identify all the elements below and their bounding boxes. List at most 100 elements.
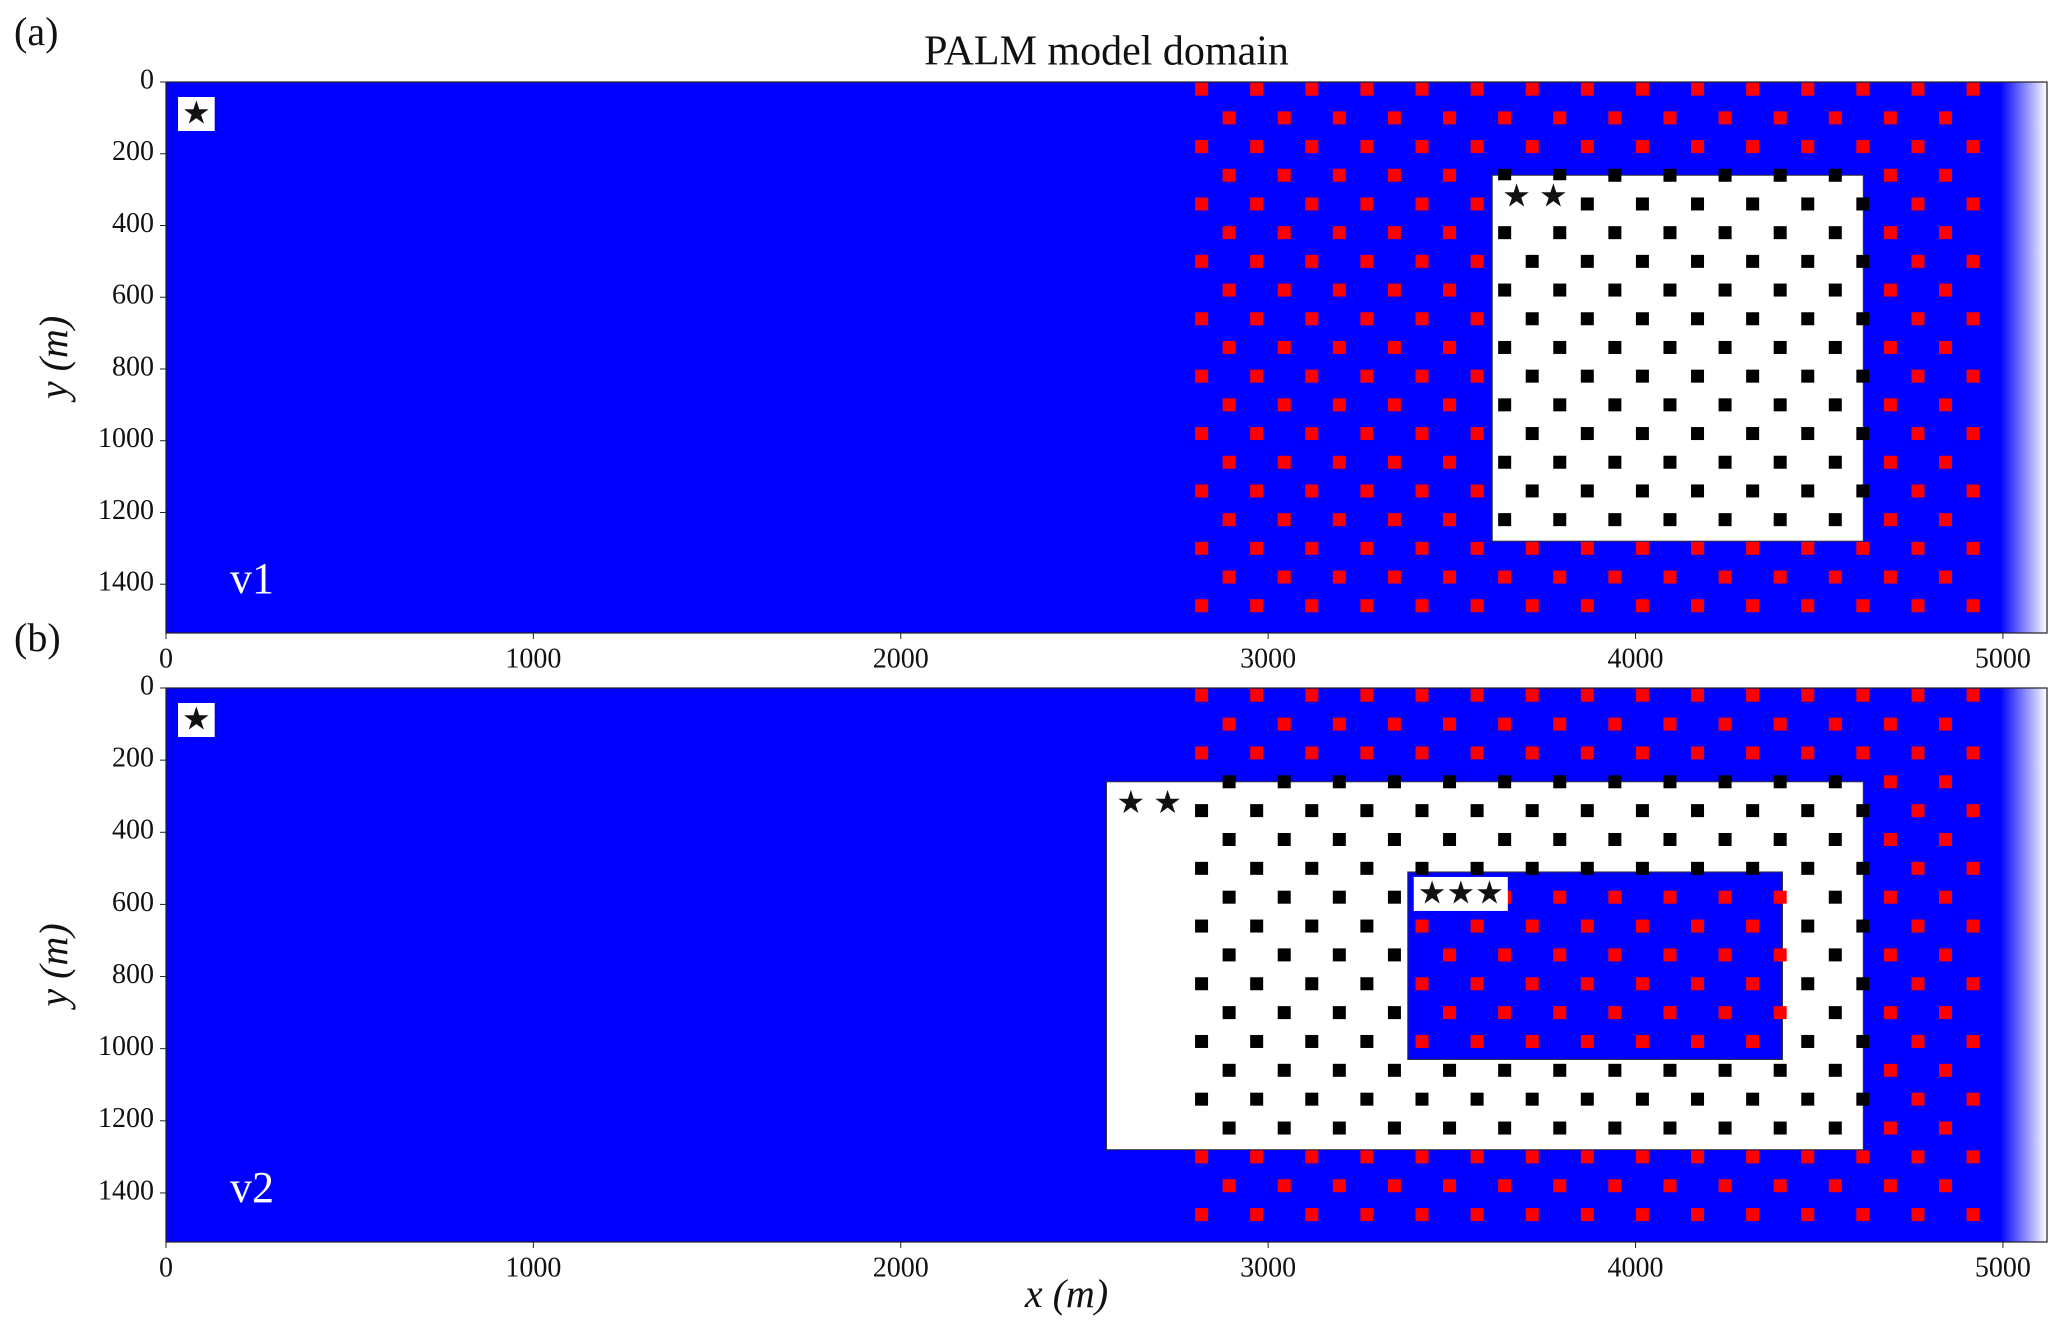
building <box>1498 717 1512 731</box>
panel-label: (a) <box>14 9 58 54</box>
panel: ★ ★ ★ v1 <box>165 81 2048 634</box>
building <box>1525 1150 1539 1164</box>
building <box>1360 1034 1374 1048</box>
building <box>1360 919 1374 933</box>
building <box>1305 312 1319 326</box>
building <box>1195 312 1209 326</box>
building <box>1525 746 1539 760</box>
building <box>1773 570 1787 584</box>
building <box>1443 1006 1457 1020</box>
building <box>1222 340 1236 354</box>
building <box>1718 398 1732 412</box>
building <box>1911 861 1925 875</box>
building <box>1691 82 1705 96</box>
building <box>1746 82 1760 96</box>
y-tick-label: 0 <box>140 670 154 701</box>
building <box>1856 82 1870 96</box>
building <box>1911 484 1925 498</box>
building <box>1195 599 1209 613</box>
building <box>1939 168 1953 182</box>
building <box>1635 140 1649 154</box>
building <box>1966 484 1980 498</box>
building <box>1277 513 1291 527</box>
building <box>1222 890 1236 904</box>
building <box>1608 832 1622 846</box>
building <box>1305 977 1319 991</box>
building <box>1801 804 1815 818</box>
building <box>1553 226 1567 240</box>
building <box>1305 804 1319 818</box>
building <box>1360 140 1374 154</box>
building <box>1773 948 1787 962</box>
x-tick-label: 2000 <box>873 643 929 674</box>
building <box>1691 1092 1705 1106</box>
building <box>1360 254 1374 268</box>
label-box <box>1498 180 1572 215</box>
building <box>1746 541 1760 555</box>
building <box>1691 804 1705 818</box>
building <box>1966 541 1980 555</box>
building <box>1387 283 1401 297</box>
building <box>1305 1150 1319 1164</box>
building <box>1222 455 1236 469</box>
building <box>1635 919 1649 933</box>
building <box>1553 717 1567 731</box>
x-tick-label: 4000 <box>1608 1252 1664 1283</box>
building <box>1443 398 1457 412</box>
building <box>1828 226 1842 240</box>
building <box>1332 775 1346 789</box>
building <box>1663 398 1677 412</box>
building <box>1305 197 1319 211</box>
building <box>1305 369 1319 383</box>
chart-title: PALM model domain <box>924 29 1289 75</box>
building <box>1773 455 1787 469</box>
building <box>1387 1006 1401 1020</box>
building <box>1580 1034 1594 1048</box>
building <box>1332 1063 1346 1077</box>
building <box>1443 1063 1457 1077</box>
building <box>1635 254 1649 268</box>
building <box>1911 427 1925 441</box>
building <box>1470 254 1484 268</box>
building <box>1718 1006 1732 1020</box>
building <box>1663 570 1677 584</box>
building <box>1332 717 1346 731</box>
building <box>1911 1034 1925 1048</box>
building <box>1635 1208 1649 1222</box>
building <box>1966 804 1980 818</box>
building <box>1801 82 1815 96</box>
building <box>1580 599 1594 613</box>
x-tick-label: 1000 <box>505 643 561 674</box>
building <box>1773 398 1787 412</box>
building <box>1608 1121 1622 1135</box>
building <box>1498 111 1512 125</box>
building <box>1387 111 1401 125</box>
building <box>1332 226 1346 240</box>
building <box>1222 775 1236 789</box>
building <box>1663 1179 1677 1193</box>
building <box>1195 197 1209 211</box>
building <box>1277 340 1291 354</box>
building <box>1635 688 1649 702</box>
region-label: ★★★ <box>1418 874 1504 910</box>
building <box>1332 283 1346 297</box>
building <box>1773 111 1787 125</box>
y-tick-label: 1200 <box>98 1103 154 1134</box>
building <box>1525 369 1539 383</box>
building <box>1718 168 1732 182</box>
building <box>1718 948 1732 962</box>
building <box>1608 398 1622 412</box>
building <box>1801 861 1815 875</box>
building <box>1828 890 1842 904</box>
building <box>1250 427 1264 441</box>
building <box>1580 427 1594 441</box>
building <box>1939 948 1953 962</box>
building <box>1939 1121 1953 1135</box>
building <box>1856 1150 1870 1164</box>
building <box>1443 570 1457 584</box>
building <box>1746 919 1760 933</box>
building <box>1856 919 1870 933</box>
building <box>1553 832 1567 846</box>
building <box>1553 948 1567 962</box>
building <box>1718 455 1732 469</box>
